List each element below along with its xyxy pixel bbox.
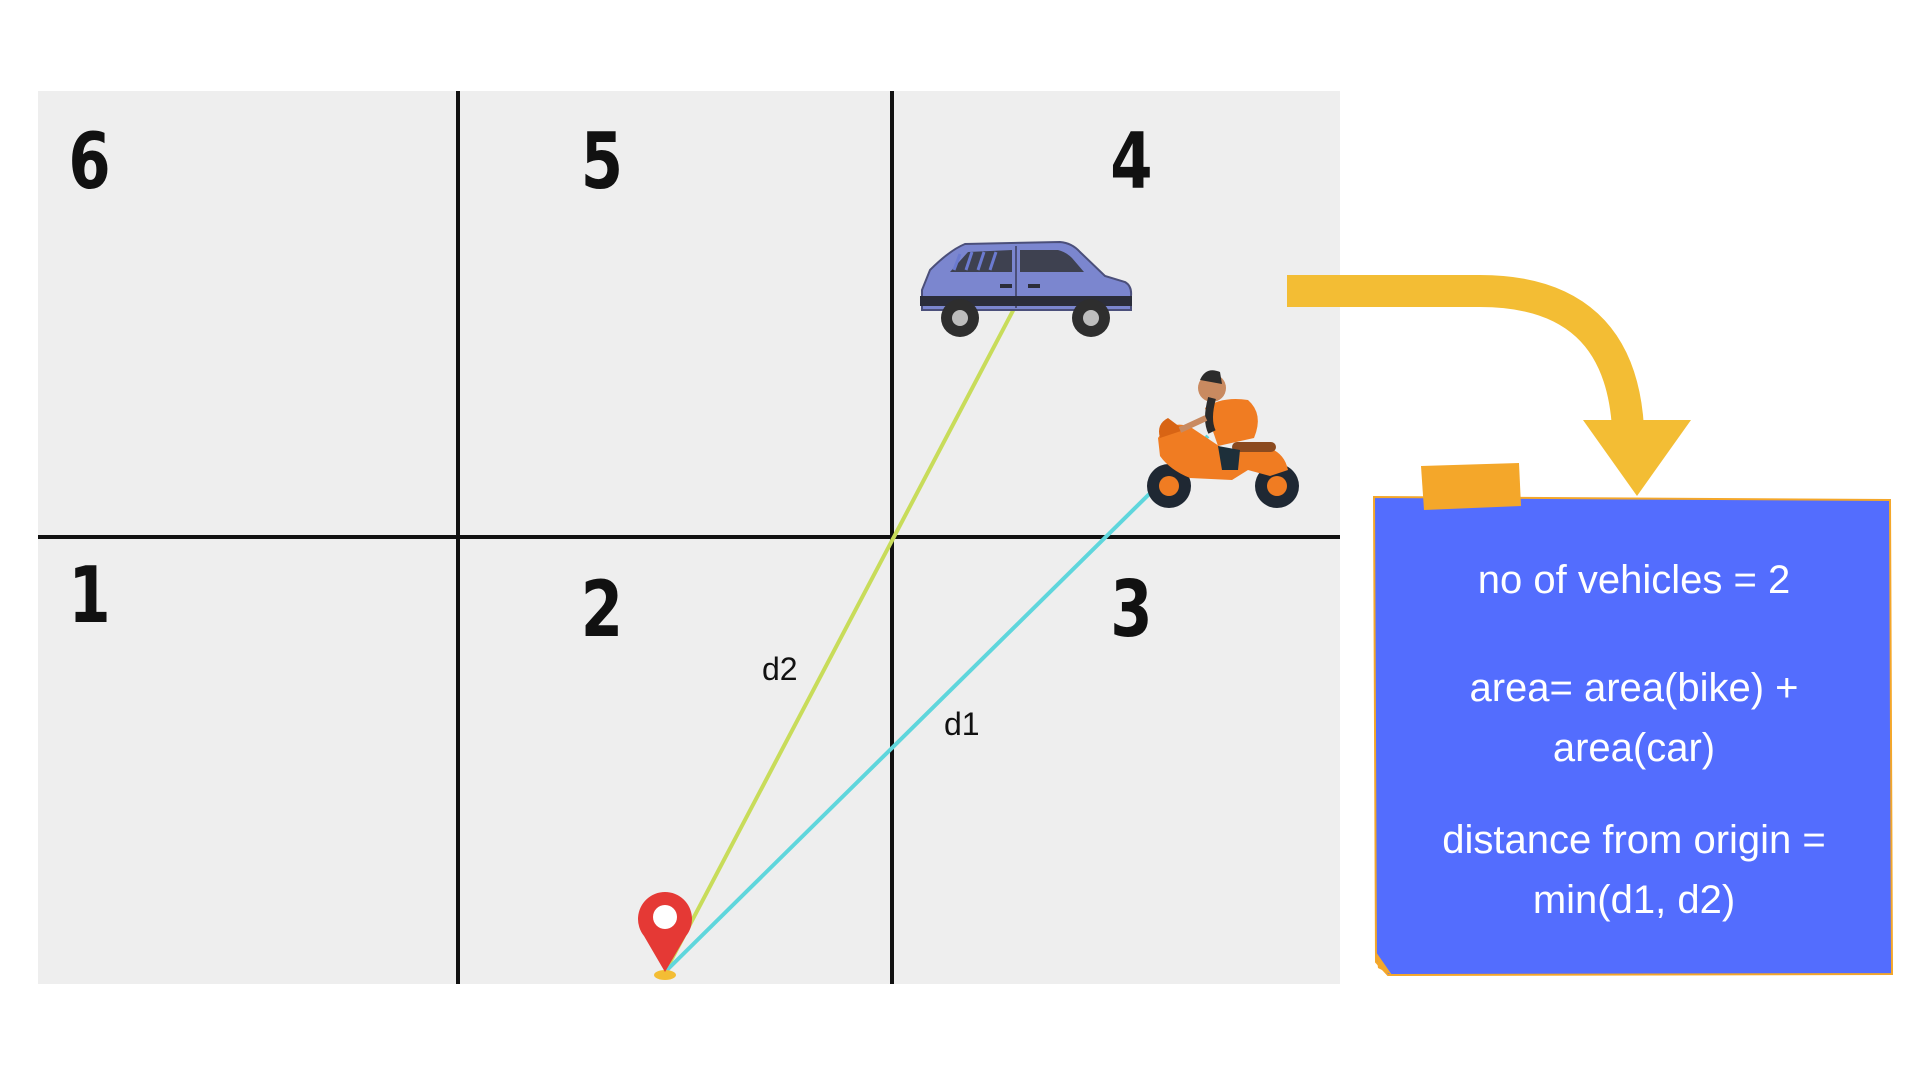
distance-line-d1 [663, 434, 1210, 974]
note-area-line-1: area= area(bike) + [1469, 666, 1799, 710]
zone-label-4: 4 [1110, 117, 1152, 207]
distance-label-d2: d2 [762, 651, 798, 687]
note-distance-line-2: min(d1, d2) [1532, 878, 1736, 922]
car-icon [920, 240, 1133, 337]
zone-label-5: 5 [581, 117, 623, 207]
distance-label-d1: d1 [944, 706, 980, 742]
sticky-note [1372, 463, 1894, 977]
curved-arrow-icon [1287, 275, 1691, 496]
location-pin-icon [638, 892, 693, 980]
zone-label-6: 6 [68, 117, 110, 207]
distance-line-d2 [663, 283, 1029, 973]
zone-label-3: 3 [1110, 565, 1152, 655]
note-distance-line-1: distance from origin = [1442, 818, 1826, 862]
note-tape [1421, 463, 1521, 510]
zone-label-2: 2 [581, 565, 623, 655]
motorbike-rider-icon [1147, 370, 1299, 508]
note-text: no of vehicles = 2 area= area(bike) + ar… [1374, 496, 1894, 976]
zone-label-1: 1 [68, 551, 110, 641]
note-vehicles-line: no of vehicles = 2 [1477, 558, 1791, 602]
note-area-line-2: area(car) [1552, 726, 1716, 770]
